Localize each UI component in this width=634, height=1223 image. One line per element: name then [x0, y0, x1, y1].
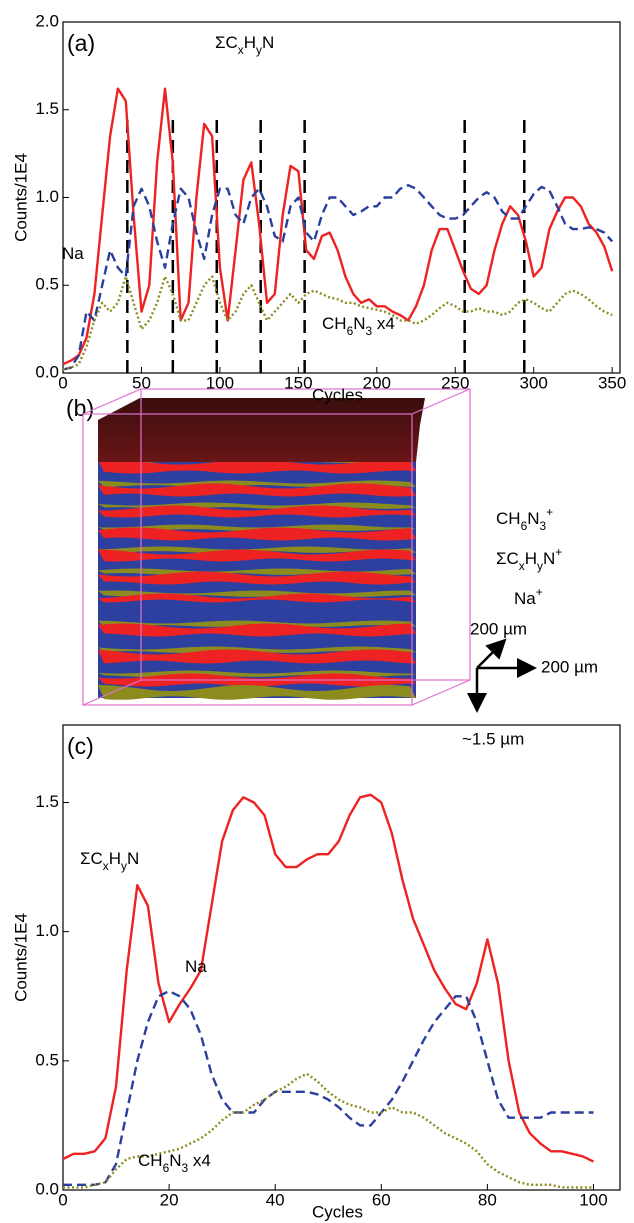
- y-tick-label: 0.0: [35, 1179, 59, 1198]
- legend-label: Na+: [514, 585, 543, 608]
- top-surface: [98, 398, 425, 462]
- x-axis-label: Cycles: [312, 385, 363, 404]
- y-tick-label: 2.0: [35, 11, 59, 30]
- y-tick-label: 0.0: [35, 362, 59, 381]
- x-tick-label: 60: [372, 1190, 391, 1209]
- plot-frame: [63, 725, 620, 1190]
- x-tick-label: 80: [478, 1190, 497, 1209]
- series-label: Na: [185, 957, 207, 976]
- x-tick-label: 100: [206, 373, 234, 392]
- x-tick-label: 150: [284, 373, 312, 392]
- series-label: CH6N3 x4: [322, 314, 395, 338]
- x-tick-label: 200: [363, 373, 391, 392]
- series-line: [63, 185, 612, 369]
- y-tick-label: 1.5: [35, 792, 59, 811]
- scale-z: ~1.5 µm: [462, 729, 524, 748]
- x-tick-label: 350: [598, 373, 626, 392]
- y-tick-label: 1.5: [35, 99, 59, 118]
- panel-label: (c): [67, 733, 94, 759]
- figure: (b) 200 µm 200 µm ~1.5 µm CH6N3+ ΣCxHyN+ N…: [0, 0, 634, 1223]
- y-axis-label: Counts/1E4: [11, 913, 30, 1002]
- panel-label: (a): [67, 30, 95, 56]
- y-tick-label: 1.0: [35, 187, 59, 206]
- y-axis-label: Counts/1E4: [11, 153, 30, 242]
- series-label: ΣCxHyN: [80, 849, 139, 873]
- legend-label: CH6N3+: [496, 505, 553, 533]
- x-tick-label: 50: [132, 373, 151, 392]
- scale-x: 200 µm: [541, 657, 598, 676]
- x-tick-label: 100: [579, 1190, 607, 1209]
- x-tick-label: 300: [520, 373, 548, 392]
- series-label: CH6N3 x4: [138, 1151, 211, 1175]
- x-tick-label: 20: [160, 1190, 179, 1209]
- x-tick-label: 250: [441, 373, 469, 392]
- x-tick-label: 40: [266, 1190, 285, 1209]
- scale-arrows: [477, 642, 532, 708]
- x-axis-label: Cycles: [312, 1202, 363, 1221]
- legend-label: ΣCxHyN+: [496, 545, 562, 573]
- x-tick-label: 0: [58, 373, 67, 392]
- rendering: [98, 398, 425, 700]
- scale-y: 200 µm: [470, 619, 527, 638]
- y-tick-label: 0.5: [35, 275, 59, 294]
- y-tick-label: 0.5: [35, 1050, 59, 1069]
- series-line: [63, 795, 594, 1162]
- x-tick-label: 0: [58, 1190, 67, 1209]
- series-label: ΣCxHyN: [215, 33, 274, 57]
- panel-label: (b): [66, 395, 94, 421]
- y-tick-label: 1.0: [35, 921, 59, 940]
- series-label: Na: [62, 244, 84, 263]
